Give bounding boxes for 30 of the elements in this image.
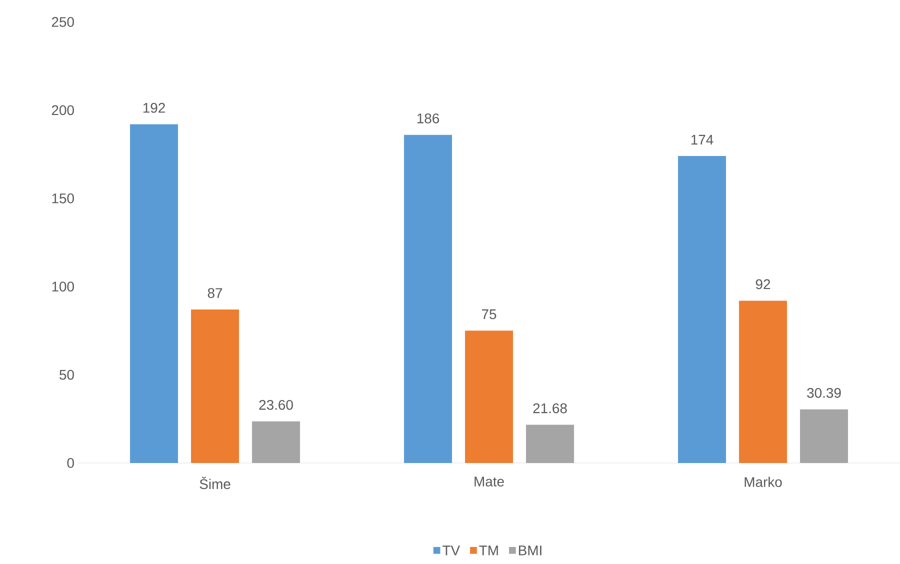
y-tick-label: 250 — [52, 17, 74, 27]
data-label: 23.60 — [259, 400, 293, 410]
bar — [191, 310, 240, 463]
data-label: 87 — [208, 288, 222, 298]
bar — [465, 330, 514, 463]
legend-label: BMI — [518, 546, 542, 556]
y-tick-label: 200 — [52, 105, 74, 116]
x-tick-label: Šime — [200, 476, 230, 490]
y-tick-label: 50 — [60, 370, 74, 380]
bar — [800, 409, 848, 463]
data-label: 21.68 — [533, 403, 567, 414]
data-label: 30.39 — [807, 388, 841, 398]
y-tick-label: 0 — [67, 458, 74, 468]
y-tick-label: 150 — [52, 193, 74, 204]
x-tick-label: Marko — [744, 476, 782, 488]
data-label: 75 — [482, 309, 496, 320]
data-label: 174 — [691, 134, 714, 145]
bar — [678, 156, 726, 463]
bar — [252, 421, 300, 463]
data-label: 186 — [417, 113, 440, 124]
bar — [404, 134, 452, 463]
bar — [526, 424, 574, 463]
data-label: 192 — [143, 102, 165, 113]
x-tick-label: Mate — [474, 476, 504, 486]
legend-label: TV — [442, 546, 460, 556]
bar — [739, 300, 788, 463]
legend-label: TM — [479, 546, 498, 556]
y-tick-label: 100 — [52, 282, 74, 292]
data-label: 92 — [756, 279, 770, 290]
bar — [130, 124, 178, 463]
